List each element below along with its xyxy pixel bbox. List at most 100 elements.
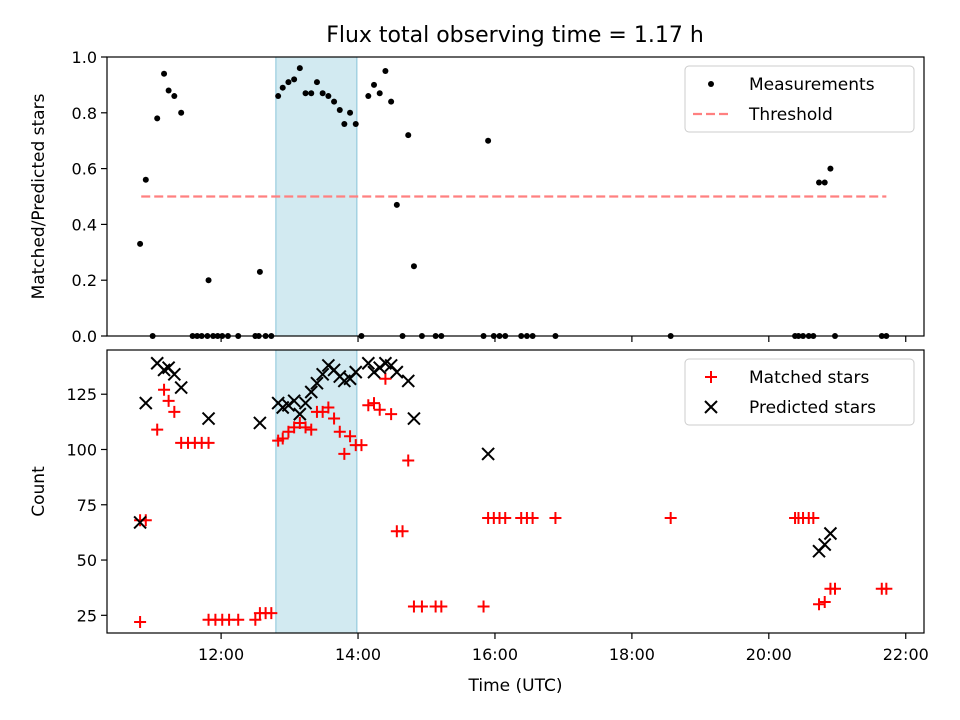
bottom-y-axis-label: Count xyxy=(29,466,49,517)
measurement-point xyxy=(296,65,303,72)
matched-star-point xyxy=(158,383,171,396)
matched-star-point xyxy=(162,394,175,407)
predicted-star-point xyxy=(310,376,324,390)
matched-star-point xyxy=(202,436,215,449)
measurement-point xyxy=(336,107,343,114)
predicted-star-point xyxy=(823,526,838,541)
legend-frame xyxy=(684,358,915,426)
x-tick-label: 12:00 xyxy=(198,645,244,664)
matched-star-point xyxy=(549,512,562,525)
matched-star-point xyxy=(338,447,351,460)
matched-star-point xyxy=(168,405,181,418)
x-tick-label: 14:00 xyxy=(335,645,381,664)
matched-star-point xyxy=(333,425,346,438)
matched-star-point xyxy=(526,512,539,525)
matched-star-point xyxy=(232,613,245,626)
matched-star-point xyxy=(299,421,312,434)
measurement-point xyxy=(485,137,492,144)
y-tick-label: 1.0 xyxy=(72,48,97,67)
legend-marker-predicted xyxy=(704,400,718,414)
predicted-star-point xyxy=(349,365,363,379)
x-axis-label: Time (UTC) xyxy=(468,676,563,696)
predicted-star-point xyxy=(139,396,153,410)
matched-star-point xyxy=(276,432,289,445)
top-y-axis-label: Matched/Predicted stars xyxy=(29,93,49,299)
y-tick-label: 0.4 xyxy=(72,215,97,234)
measurement-point xyxy=(319,90,326,97)
y-tick-label: 25 xyxy=(77,606,97,625)
measurement-point xyxy=(405,132,412,139)
predicted-star-point xyxy=(818,537,832,552)
measurement-point xyxy=(347,109,354,116)
y-tick-label: 75 xyxy=(77,496,97,515)
legend-frame xyxy=(684,65,915,133)
matched-star-point xyxy=(373,403,386,416)
measurement-point xyxy=(352,120,359,127)
measurement-point xyxy=(279,84,286,91)
measurement-point xyxy=(821,179,828,186)
matched-star-point xyxy=(807,512,820,525)
measurement-point xyxy=(142,176,149,183)
matched-star-point xyxy=(305,423,318,436)
predicted-star-point xyxy=(481,447,495,461)
measurement-point xyxy=(161,70,168,77)
matched-star-point xyxy=(379,372,392,385)
measurement-point xyxy=(137,240,144,247)
measurement-point xyxy=(256,268,263,275)
matched-star-point xyxy=(415,600,428,613)
bottom-panel: 25 50 75 100 125 12:00 14:00 16:00 18:00 20:00 22:… xyxy=(29,349,929,696)
measurement-point xyxy=(410,263,417,270)
matched-star-point xyxy=(402,454,415,467)
matched-star-point xyxy=(328,412,341,425)
matched-star-point xyxy=(362,399,375,412)
matched-star-point xyxy=(355,439,368,452)
measurement-point xyxy=(308,90,315,97)
legend-marker-matched xyxy=(705,371,717,383)
matched-star-point xyxy=(322,401,335,414)
matched-star-point xyxy=(344,430,357,443)
measurement-point xyxy=(291,76,298,83)
predicted-star-point xyxy=(293,407,307,421)
x-tick-label: 16:00 xyxy=(472,645,518,664)
matched-star-point xyxy=(664,512,677,525)
matched-star-point xyxy=(396,525,409,538)
predicted-star-point xyxy=(315,367,330,382)
bottom-legend: Matched stars Predicted stars xyxy=(684,358,915,426)
figure-title: Flux total observing time = 1.17 h xyxy=(326,23,704,48)
top-panel: 0.0 0.2 0.4 0.6 0.8 1.0 Matched/Predicted star… xyxy=(29,48,925,346)
y-tick-label: 0.0 xyxy=(72,327,97,346)
measurement-point xyxy=(341,120,348,127)
legend-label: Matched stars xyxy=(749,368,869,388)
x-tick-label: 22:00 xyxy=(883,645,929,664)
measurement-point xyxy=(382,67,389,74)
measurement-point xyxy=(275,93,282,100)
matched-star-point xyxy=(265,607,278,620)
top-axes-frame xyxy=(106,56,925,337)
predicted-star-point xyxy=(361,356,376,370)
predicted-star-point xyxy=(133,515,147,530)
predicted-star-point xyxy=(407,411,421,426)
matched-star-point xyxy=(435,600,448,613)
measurement-point xyxy=(371,81,378,88)
legend-label: Measurements xyxy=(749,75,875,95)
matched-star-point xyxy=(880,582,893,595)
matched-star-point xyxy=(499,512,512,525)
measurement-point xyxy=(388,98,395,105)
predicted-star-point xyxy=(298,396,313,410)
matched-star-point xyxy=(477,600,490,613)
predicted-star-point xyxy=(401,374,415,388)
measurement-point xyxy=(154,115,161,122)
measurement-point xyxy=(165,87,172,94)
bottom-axes-frame xyxy=(106,349,925,634)
measurement-point xyxy=(365,93,372,100)
bottom-series-predicted-stars xyxy=(133,356,838,558)
y-tick-label: 50 xyxy=(77,551,97,570)
x-tick-label: 20:00 xyxy=(746,645,792,664)
y-tick-label: 100 xyxy=(66,440,97,459)
y-tick-label: 0.6 xyxy=(72,160,97,179)
measurement-point xyxy=(331,98,338,105)
measurement-point xyxy=(827,165,834,172)
measurement-point xyxy=(178,109,185,116)
measurement-point xyxy=(393,201,400,208)
